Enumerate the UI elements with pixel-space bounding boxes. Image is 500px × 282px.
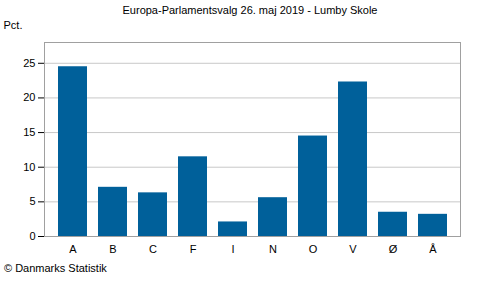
svg-text:N: N [269, 243, 277, 255]
svg-text:0: 0 [29, 230, 35, 242]
svg-text:10: 10 [23, 161, 35, 173]
html-text:© Danmarks Statistik: © Danmarks Statistik [4, 262, 107, 274]
svg-text:A: A [69, 243, 77, 255]
svg-text:25: 25 [23, 57, 35, 69]
svg-text:20: 20 [23, 91, 35, 103]
svg-text:5: 5 [29, 195, 35, 207]
svg-text:15: 15 [23, 126, 35, 138]
svg-text:B: B [109, 243, 116, 255]
svg-text:F: F [190, 243, 197, 255]
svg-text:Å: Å [429, 243, 437, 255]
svg-text:V: V [349, 243, 357, 255]
html-text:Europa-Parlamentsvalg 26. maj: Europa-Parlamentsvalg 26. maj 2019 - Lum… [122, 4, 378, 16]
svg-text:Pct.: Pct. [4, 19, 23, 31]
svg-text:I: I [231, 243, 234, 255]
svg-text:Ø: Ø [389, 243, 398, 255]
svg-text:O: O [309, 243, 318, 255]
svg-text:C: C [149, 243, 157, 255]
